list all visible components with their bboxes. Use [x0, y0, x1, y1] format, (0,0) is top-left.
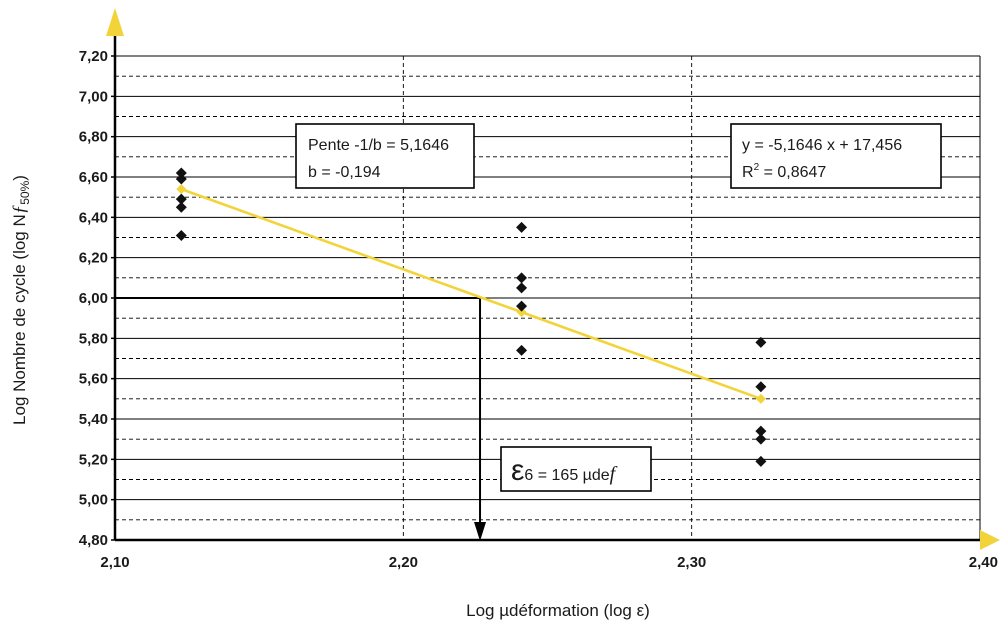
data-point [755, 381, 767, 393]
y-tick-label: 7,20 [79, 48, 108, 65]
y-tick-label: 5,60 [79, 371, 108, 388]
y-tick-label: 6,60 [79, 169, 108, 186]
data-point [755, 433, 767, 445]
trend-marker [176, 184, 187, 195]
data-point [175, 167, 187, 179]
tick-labels: 4,80 5,00 5,20 5,40 5,60 5,80 6,00 6,20 6,40 6,60… [79, 48, 998, 571]
data-point [516, 221, 528, 233]
data-point [755, 425, 767, 437]
b-value-line: b = -0,194 [308, 164, 381, 181]
y-tick-label: 5,20 [79, 451, 108, 468]
y-axis-title: Log Nombre de cycle (log Nƒ50%) [9, 175, 32, 425]
y-tick-label: 6,40 [79, 209, 108, 226]
y-tick-label: 5,80 [79, 330, 108, 347]
trend-polyline [180, 187, 762, 401]
x-axis-arrow [980, 530, 1000, 550]
y-tick-label: 7,00 [79, 88, 108, 105]
data-point [516, 344, 528, 356]
x-axis-title: Log µdéformation (log ε) [466, 601, 650, 620]
axes [106, 8, 1000, 550]
data-point [516, 300, 528, 312]
epsilon-value: ε6 = 165 µdef [511, 454, 618, 487]
data-points [175, 167, 767, 467]
epsilon-annotation-box: ε6 = 165 µdef [500, 446, 652, 492]
reference-lines [115, 297, 487, 541]
x-tick-label: 2,10 [100, 554, 129, 571]
equation-line: y = -5,1646 x + 17,456 [742, 137, 902, 154]
data-point [175, 173, 187, 185]
x-tick-label: 2,30 [677, 554, 706, 571]
x-tick-label: 2,40 [969, 554, 998, 571]
y-tick-label: 6,00 [79, 290, 108, 307]
data-point [516, 272, 528, 284]
slope-line: Pente -1/b = 5,1646 [308, 137, 449, 154]
data-point [175, 193, 187, 205]
y-tick-label: 6,20 [79, 250, 108, 267]
trend-marker [516, 307, 527, 318]
data-point [175, 229, 187, 241]
y-tick-label: 6,80 [79, 129, 108, 146]
y-tick-label: 5,40 [79, 411, 108, 428]
y-axis-arrow [106, 8, 124, 36]
equation-annotation-box: y = -5,1646 x + 17,456 R2 = 0,8647 [730, 123, 942, 189]
data-point [755, 336, 767, 348]
data-point [755, 455, 767, 467]
slope-annotation-box: Pente -1/b = 5,1646 b = -0,194 [295, 123, 475, 189]
reference-arrow [474, 522, 487, 541]
trend-marker [755, 393, 766, 404]
x-tick-label: 2,20 [389, 554, 418, 571]
y-tick-label: 5,00 [79, 492, 108, 509]
r-squared-line: R2 = 0,8647 [742, 162, 826, 181]
data-point [175, 201, 187, 213]
data-point [516, 282, 528, 294]
trend-line [176, 184, 766, 404]
y-tick-label: 4,80 [79, 532, 108, 549]
